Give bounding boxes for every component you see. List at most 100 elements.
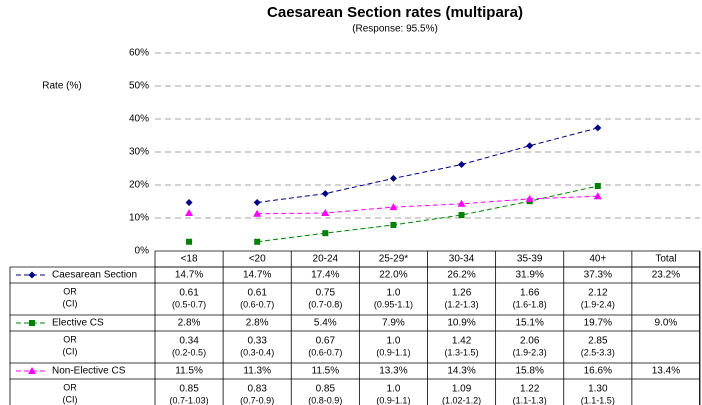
series-line bbox=[257, 185, 598, 243]
marker bbox=[185, 209, 194, 217]
ci-value: (0.7-0.9) bbox=[240, 395, 274, 405]
ci-value: (0.3-0.4) bbox=[240, 347, 274, 357]
value-label: 22.0% bbox=[379, 270, 407, 281]
category-label: 30-34 bbox=[449, 254, 475, 265]
or-value: 1.26 bbox=[452, 288, 472, 299]
y-tick-label: 40% bbox=[129, 114, 149, 125]
legend-label: Non-Elective CS bbox=[52, 366, 126, 377]
y-tick-label: 50% bbox=[129, 81, 149, 92]
marker bbox=[526, 142, 534, 150]
ci-value: (1.1-1.5) bbox=[581, 395, 615, 405]
marker bbox=[525, 194, 534, 202]
value-label: 11.3% bbox=[243, 366, 271, 377]
or-value: 1.0 bbox=[386, 336, 400, 347]
or-value: 0.33 bbox=[247, 336, 267, 347]
value-label: 11.5% bbox=[175, 366, 203, 377]
or-value: 0.85 bbox=[179, 384, 199, 395]
marker bbox=[457, 199, 466, 207]
or-value: 2.06 bbox=[520, 336, 540, 347]
value-label: 14.3% bbox=[447, 366, 475, 377]
value-label: 13.4% bbox=[652, 366, 680, 377]
or-value: 1.0 bbox=[386, 288, 400, 299]
marker bbox=[322, 230, 329, 237]
chart-subtitle: (Response: 95.5%) bbox=[352, 24, 438, 35]
ci-value: (2.5-3.3) bbox=[581, 347, 615, 357]
or-label: OR bbox=[63, 334, 77, 344]
or-value: 1.42 bbox=[452, 336, 472, 347]
ci-value: (1.9-2.3) bbox=[513, 347, 547, 357]
category-label: 25-29* bbox=[379, 254, 409, 265]
value-label: 10.9% bbox=[447, 318, 475, 329]
y-tick-label: 10% bbox=[129, 213, 149, 224]
value-label: 16.6% bbox=[584, 366, 612, 377]
marker bbox=[28, 271, 36, 279]
or-value: 1.09 bbox=[452, 384, 472, 395]
value-label: 23.2% bbox=[652, 270, 680, 281]
or-label: OR bbox=[63, 286, 77, 296]
value-label: 26.2% bbox=[447, 270, 475, 281]
value-label: 2.8% bbox=[246, 318, 269, 329]
or-value: 0.83 bbox=[247, 384, 267, 395]
ci-value: (0.9-1.1) bbox=[376, 347, 410, 357]
marker bbox=[253, 198, 261, 206]
or-value: 2.85 bbox=[588, 336, 608, 347]
y-tick-label: 0% bbox=[135, 246, 150, 257]
marker bbox=[254, 238, 261, 245]
y-tick-label: 60% bbox=[129, 48, 149, 59]
value-label: 19.7% bbox=[584, 318, 612, 329]
y-axis-label: Rate (%) bbox=[42, 81, 81, 92]
or-value: 1.66 bbox=[520, 288, 540, 299]
legend-label: Caesarean Section bbox=[52, 270, 137, 281]
value-label: 31.9% bbox=[516, 270, 544, 281]
or-value: 0.85 bbox=[316, 384, 336, 395]
value-label: 13.3% bbox=[379, 366, 407, 377]
legend-label: Elective CS bbox=[52, 318, 104, 329]
series-line bbox=[257, 195, 598, 215]
series-line bbox=[257, 127, 598, 203]
ci-value: (0.7-1.03) bbox=[170, 395, 209, 405]
ci-value: (1.3-1.5) bbox=[445, 347, 479, 357]
value-label: 15.1% bbox=[516, 318, 544, 329]
category-label: 35-39 bbox=[517, 254, 543, 265]
marker bbox=[594, 124, 602, 132]
ci-value: (1.2-1.3) bbox=[445, 299, 479, 309]
value-label: 15.8% bbox=[516, 366, 544, 377]
value-label: 9.0% bbox=[655, 318, 678, 329]
value-label: 2.8% bbox=[178, 318, 201, 329]
ci-value: (1.6-1.8) bbox=[513, 299, 547, 309]
value-label: 14.7% bbox=[243, 270, 271, 281]
marker bbox=[321, 190, 329, 198]
y-tick-label: 20% bbox=[129, 180, 149, 191]
ci-value: (0.9-1.1) bbox=[376, 395, 410, 405]
category-label: <20 bbox=[249, 254, 266, 265]
marker bbox=[28, 367, 36, 374]
marker bbox=[458, 161, 466, 169]
ci-value: (0.95-1.1) bbox=[374, 299, 413, 309]
marker bbox=[253, 209, 262, 217]
marker bbox=[185, 198, 193, 206]
value-label: 5.4% bbox=[314, 318, 337, 329]
marker bbox=[594, 182, 601, 189]
marker bbox=[321, 209, 330, 217]
marker bbox=[389, 174, 397, 182]
ci-label: (CI) bbox=[63, 346, 78, 356]
chart-title: Caesarean Section rates (multipara) bbox=[267, 4, 523, 21]
ci-value: (0.7-0.8) bbox=[308, 299, 342, 309]
category-label: Total bbox=[655, 254, 676, 265]
ci-value: (1.1-1.3) bbox=[513, 395, 547, 405]
value-label: 11.5% bbox=[312, 366, 340, 377]
category-label: 20-24 bbox=[313, 254, 339, 265]
value-label: 7.9% bbox=[382, 318, 405, 329]
category-label: <18 bbox=[181, 254, 198, 265]
or-label: OR bbox=[63, 382, 77, 392]
ci-value: (1.02-1.2) bbox=[442, 395, 481, 405]
marker bbox=[458, 212, 465, 219]
value-label: 37.3% bbox=[584, 270, 612, 281]
or-value: 0.61 bbox=[179, 288, 199, 299]
or-value: 1.22 bbox=[520, 384, 540, 395]
y-tick-label: 30% bbox=[129, 147, 149, 158]
marker bbox=[390, 221, 397, 228]
or-value: 0.34 bbox=[179, 336, 199, 347]
or-value: 0.67 bbox=[316, 336, 336, 347]
marker bbox=[29, 320, 35, 326]
